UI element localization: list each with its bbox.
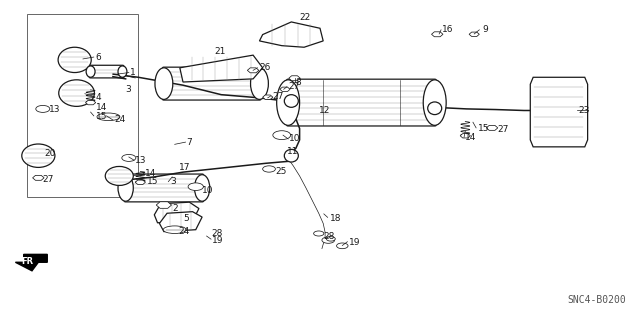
FancyBboxPatch shape — [163, 67, 260, 100]
Text: 11: 11 — [287, 147, 298, 156]
Circle shape — [322, 237, 335, 243]
Ellipse shape — [105, 167, 133, 185]
Text: 16: 16 — [442, 25, 454, 34]
Ellipse shape — [284, 149, 298, 162]
Ellipse shape — [86, 66, 95, 77]
Circle shape — [326, 237, 335, 241]
Text: 14: 14 — [145, 169, 156, 178]
Polygon shape — [431, 32, 443, 37]
Polygon shape — [262, 95, 273, 100]
Polygon shape — [486, 125, 498, 130]
FancyBboxPatch shape — [287, 79, 436, 126]
Text: 7: 7 — [186, 137, 192, 147]
Text: 27: 27 — [497, 125, 509, 134]
Text: 24: 24 — [115, 115, 126, 124]
Polygon shape — [180, 55, 262, 82]
Text: 19: 19 — [212, 236, 223, 245]
Circle shape — [36, 105, 50, 112]
Ellipse shape — [59, 80, 95, 106]
Polygon shape — [280, 87, 290, 92]
Polygon shape — [531, 77, 588, 147]
Ellipse shape — [163, 226, 186, 234]
Circle shape — [273, 131, 291, 140]
Ellipse shape — [276, 80, 300, 125]
Text: 15: 15 — [96, 112, 107, 121]
Polygon shape — [289, 76, 300, 81]
Text: 28: 28 — [212, 229, 223, 238]
Text: 27: 27 — [272, 92, 284, 101]
Circle shape — [337, 243, 348, 249]
Text: 23: 23 — [578, 106, 589, 115]
Polygon shape — [156, 202, 172, 208]
Text: 27: 27 — [288, 82, 300, 91]
Ellipse shape — [118, 175, 133, 201]
Circle shape — [262, 166, 275, 172]
Text: 3: 3 — [125, 85, 131, 94]
Text: 21: 21 — [215, 48, 226, 56]
Polygon shape — [460, 134, 470, 138]
Polygon shape — [469, 32, 479, 36]
Text: 24: 24 — [179, 227, 190, 236]
Polygon shape — [154, 202, 199, 223]
Ellipse shape — [284, 95, 298, 107]
Ellipse shape — [22, 144, 55, 167]
Text: 19: 19 — [349, 238, 360, 247]
Text: 5: 5 — [183, 213, 189, 222]
Polygon shape — [159, 212, 202, 232]
Text: 2: 2 — [172, 204, 178, 213]
Text: 10: 10 — [289, 134, 301, 144]
FancyBboxPatch shape — [124, 174, 204, 202]
Text: 1: 1 — [130, 68, 136, 77]
Polygon shape — [135, 180, 145, 184]
Text: 14: 14 — [465, 133, 477, 143]
Text: 10: 10 — [202, 186, 214, 195]
Ellipse shape — [97, 113, 120, 121]
Text: 22: 22 — [300, 13, 311, 22]
Circle shape — [314, 231, 324, 236]
Text: 9: 9 — [483, 25, 488, 34]
Text: 28: 28 — [323, 232, 335, 241]
Text: 15: 15 — [478, 124, 490, 133]
Text: 13: 13 — [49, 105, 61, 114]
Text: 20: 20 — [45, 149, 56, 158]
Text: 25: 25 — [275, 167, 287, 176]
Text: 8: 8 — [296, 78, 301, 86]
Ellipse shape — [58, 47, 92, 72]
Circle shape — [188, 183, 204, 190]
Ellipse shape — [195, 175, 210, 201]
Circle shape — [122, 154, 136, 161]
Text: 17: 17 — [179, 163, 190, 172]
Text: 13: 13 — [135, 156, 147, 165]
Text: 15: 15 — [147, 177, 158, 186]
Ellipse shape — [118, 66, 127, 77]
Text: FR: FR — [21, 257, 33, 266]
Ellipse shape — [155, 68, 173, 100]
Ellipse shape — [428, 102, 442, 115]
Text: 26: 26 — [259, 63, 271, 72]
Text: 27: 27 — [43, 174, 54, 184]
Text: 4: 4 — [96, 93, 101, 102]
Polygon shape — [33, 175, 44, 180]
Polygon shape — [15, 254, 47, 271]
FancyBboxPatch shape — [90, 65, 124, 78]
Text: 14: 14 — [96, 103, 107, 112]
Polygon shape — [259, 22, 323, 47]
Text: 3: 3 — [170, 176, 176, 186]
Text: 6: 6 — [95, 53, 101, 62]
Text: 12: 12 — [319, 106, 330, 115]
Ellipse shape — [423, 80, 446, 125]
Text: 18: 18 — [330, 213, 341, 222]
Text: SNC4-B0200: SNC4-B0200 — [567, 295, 626, 305]
Ellipse shape — [250, 68, 268, 100]
Polygon shape — [247, 68, 259, 73]
Polygon shape — [86, 100, 96, 105]
